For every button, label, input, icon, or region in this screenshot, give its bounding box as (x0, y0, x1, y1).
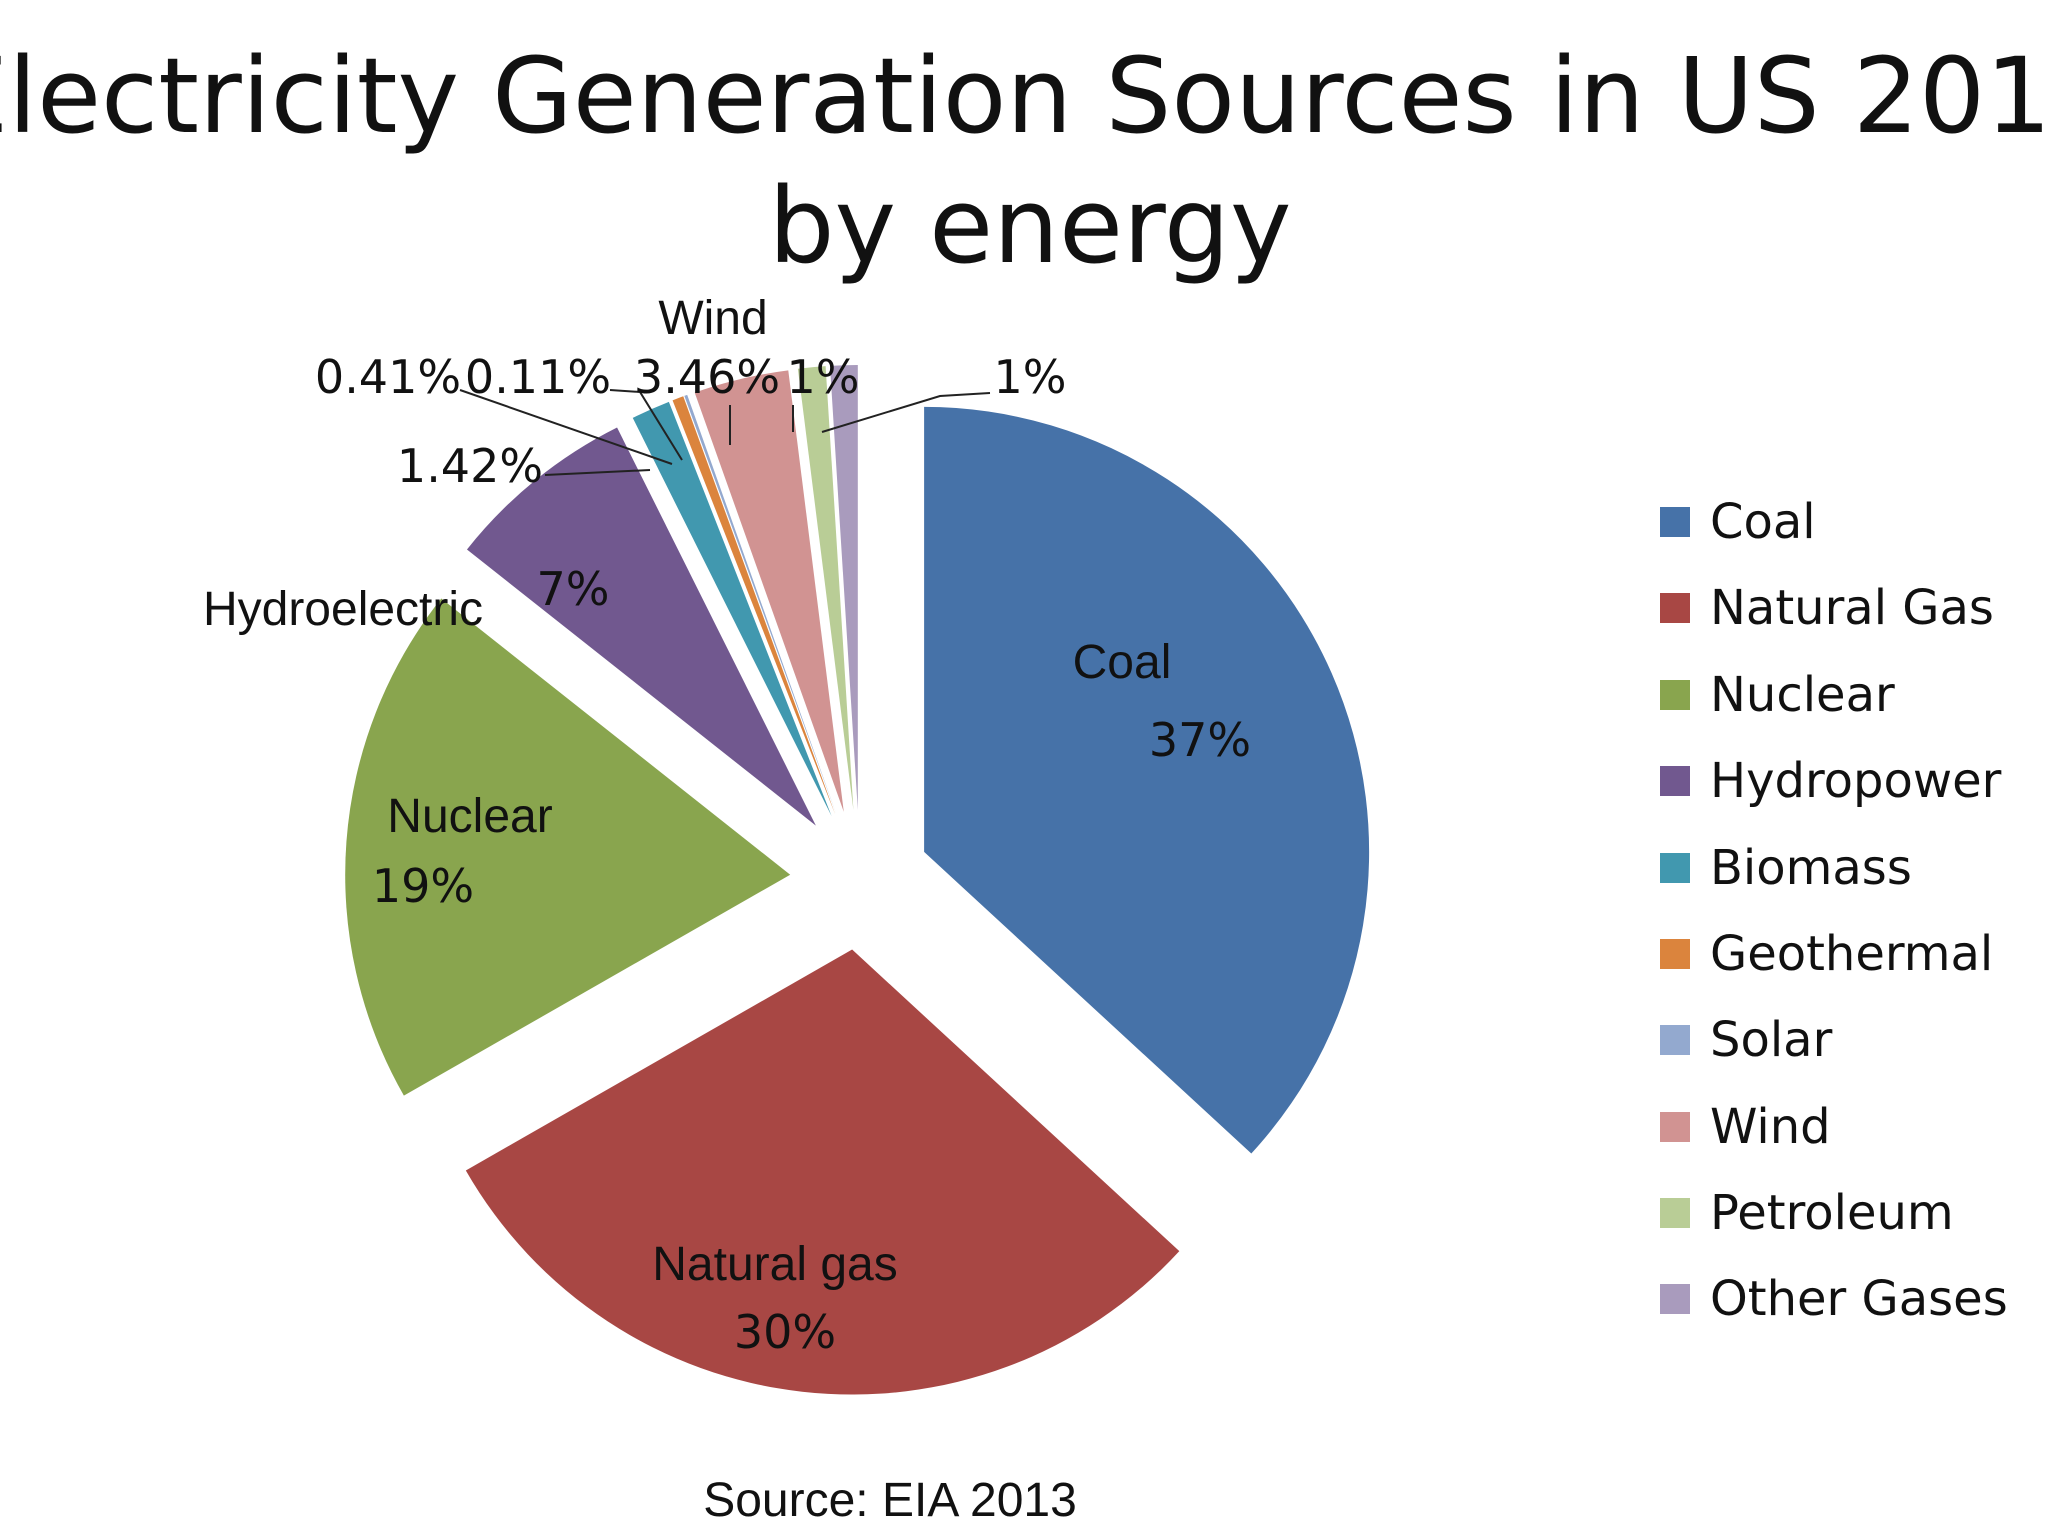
legend-label-nuclear: Nuclear (1710, 667, 1895, 723)
label-hydro-name: Hydroelectric (203, 583, 483, 636)
label-hydro-value: 7% (537, 562, 610, 616)
label-nuclear-value: 19% (372, 859, 474, 913)
legend-swatch-natural-gas (1660, 593, 1690, 623)
legend-swatch-other-gases (1660, 1284, 1690, 1314)
label-geothermal-value: 0.41% (315, 350, 461, 404)
slice-nuclear (345, 598, 791, 1096)
slice-geothermal (672, 396, 836, 815)
leader-lines (459, 389, 991, 476)
chart-title-line-2: by energy (769, 165, 1292, 287)
legend-swatch-nuclear (1660, 680, 1690, 710)
label-nuclear-name: Nuclear (387, 790, 552, 843)
legend-label-natural-gas: Natural Gas (1710, 580, 1994, 636)
label-other-gases-value: 1% (994, 350, 1067, 404)
slice-other-gases (829, 365, 858, 811)
slice-coal (924, 406, 1370, 1154)
legend-swatch-petroleum (1660, 1198, 1690, 1228)
label-petroleum-value: 1% (787, 350, 860, 404)
legend-label-wind: Wind (1710, 1099, 1831, 1155)
data-labels: Coal 37% Natural gas 30% Nuclear 19% Hyd… (203, 292, 1251, 1359)
label-natural-gas-name: Natural gas (652, 1238, 897, 1291)
legend-swatch-hydropower (1660, 766, 1690, 796)
label-solar-value: 0.11% (465, 350, 611, 404)
leader-geothermal (459, 389, 673, 465)
slice-solar (684, 394, 837, 815)
legend-swatch-solar (1660, 1025, 1690, 1055)
label-biomass-value: 1.42% (397, 439, 543, 493)
legend-label-petroleum: Petroleum (1710, 1185, 1954, 1241)
slice-wind (694, 370, 844, 812)
label-coal-value: 37% (1149, 713, 1251, 767)
legend-label-other-gases: Other Gases (1710, 1271, 2008, 1327)
pie-slices (345, 365, 1370, 1395)
legend-label-geothermal: Geothermal (1710, 926, 1993, 982)
leader-solar (609, 389, 683, 461)
leader-biomass (544, 469, 651, 476)
slice-petroleum (797, 366, 854, 811)
legend-swatch-biomass (1660, 853, 1690, 883)
legend: Coal Natural Gas Nuclear Hydropower Biom… (1660, 494, 2008, 1327)
chart-title-line-1: Electricity Generation Sources in US 201… (0, 35, 2048, 157)
chart-source: Source: EIA 2013 (703, 1474, 1077, 1527)
leader-other-gases (821, 392, 991, 433)
label-wind-name: Wind (658, 292, 767, 345)
legend-label-solar: Solar (1710, 1012, 1833, 1068)
label-wind-value: 3.46% (634, 350, 780, 404)
slice-natural-gas (465, 949, 1180, 1395)
legend-label-hydropower: Hydropower (1710, 753, 2002, 809)
legend-swatch-geothermal (1660, 939, 1690, 969)
slice-hydropower (466, 427, 816, 826)
label-coal-name: Coal (1073, 636, 1172, 689)
legend-label-biomass: Biomass (1710, 840, 1912, 896)
legend-swatch-wind (1660, 1112, 1690, 1142)
legend-label-coal: Coal (1710, 494, 1816, 550)
slice-biomass (632, 401, 832, 817)
label-natural-gas-value: 30% (734, 1305, 836, 1359)
legend-swatch-coal (1660, 507, 1690, 537)
